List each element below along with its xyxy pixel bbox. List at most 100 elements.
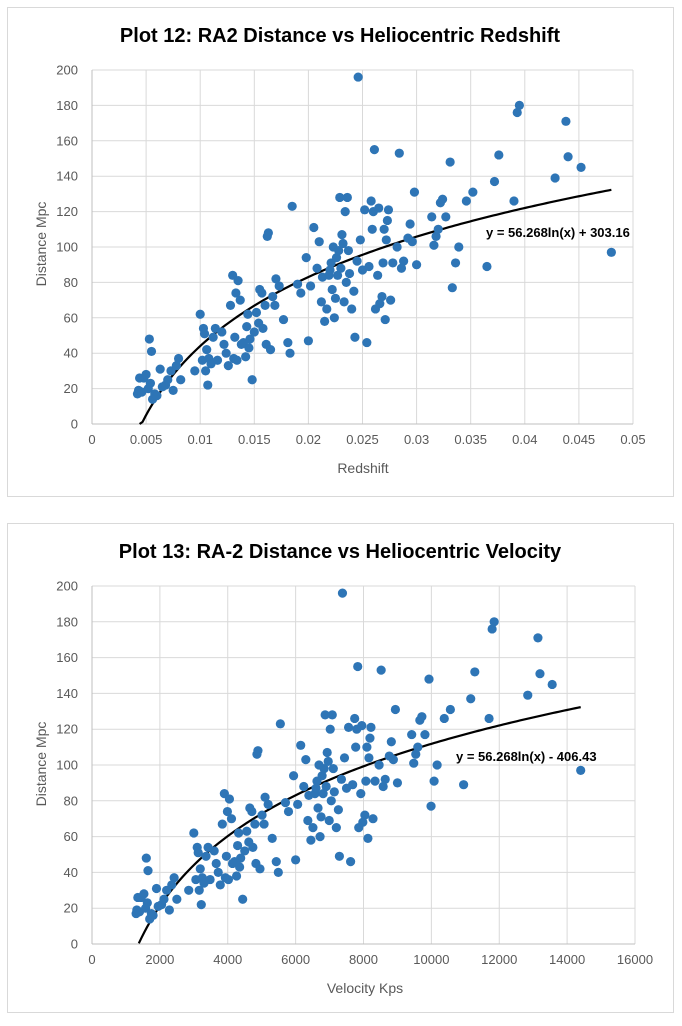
data-point — [221, 348, 231, 358]
data-point — [244, 343, 254, 353]
data-point — [380, 774, 390, 784]
data-point — [420, 729, 430, 740]
data-point — [248, 842, 258, 852]
data-point — [242, 322, 252, 332]
data-point — [364, 753, 374, 763]
data-point — [378, 258, 388, 268]
data-point — [357, 721, 367, 731]
data-point — [224, 794, 235, 804]
x-tick-label: 6000 — [281, 952, 310, 967]
data-point — [226, 814, 237, 824]
data-point — [321, 781, 331, 792]
data-point — [336, 263, 346, 273]
x-tick-label: 2000 — [145, 952, 174, 967]
data-point — [325, 724, 335, 734]
x-tick-label: 0 — [88, 952, 95, 967]
data-point — [320, 710, 330, 720]
data-point — [512, 107, 522, 118]
y-tick-label: 100 — [56, 240, 78, 255]
data-point — [280, 797, 291, 808]
data-point — [263, 799, 273, 809]
data-point — [337, 230, 347, 240]
data-point — [484, 713, 494, 724]
data-point — [275, 719, 285, 729]
trendline-equation: y = 56.268ln(x) - 406.43 — [456, 749, 597, 764]
data-point — [343, 245, 354, 256]
data-point — [392, 242, 402, 252]
data-point — [223, 874, 234, 885]
data-point — [247, 375, 257, 385]
data-point — [315, 832, 325, 842]
data-point — [409, 187, 420, 197]
y-tick-label: 120 — [56, 722, 78, 737]
data-point — [576, 162, 586, 172]
data-point — [208, 332, 218, 342]
data-point — [360, 205, 370, 215]
x-tick-label: 0.03 — [404, 432, 429, 447]
data-point — [257, 288, 267, 298]
data-point — [194, 885, 204, 895]
x-tick-label: 12000 — [481, 952, 517, 967]
data-point — [273, 867, 283, 877]
data-point — [606, 247, 616, 257]
y-tick-label: 60 — [64, 829, 78, 844]
y-tick-label: 200 — [56, 579, 78, 594]
data-point — [355, 235, 365, 245]
data-point — [217, 819, 227, 829]
x-tick-label: 0.025 — [346, 432, 379, 447]
data-point — [351, 742, 361, 752]
data-point — [251, 307, 262, 318]
data-point — [333, 805, 343, 815]
data-point — [426, 801, 436, 811]
x-axis-label: Velocity Kps — [327, 980, 403, 996]
data-point — [316, 812, 326, 822]
data-point — [190, 366, 200, 376]
data-point — [388, 755, 398, 765]
x-tick-label: 14000 — [549, 952, 585, 967]
y-tick-label: 80 — [64, 793, 78, 808]
data-point — [380, 314, 390, 325]
data-point — [417, 712, 427, 722]
y-tick-label: 80 — [64, 275, 78, 290]
data-point — [303, 815, 313, 826]
data-point — [489, 176, 500, 187]
data-point — [424, 674, 434, 684]
y-tick-label: 0 — [71, 937, 78, 952]
data-point — [287, 201, 297, 211]
data-point — [217, 327, 227, 337]
data-point — [319, 763, 329, 774]
x-tick-label: 0.005 — [130, 432, 163, 447]
data-point — [533, 633, 543, 643]
x-tick-label: 0.05 — [620, 432, 645, 447]
data-point — [271, 857, 281, 867]
data-point — [195, 864, 205, 874]
data-point — [427, 212, 437, 222]
y-tick-label: 40 — [64, 346, 78, 361]
data-point — [249, 327, 259, 337]
x-tick-label: 8000 — [349, 952, 378, 967]
data-point — [437, 194, 448, 204]
data-point — [364, 261, 374, 272]
y-tick-label: 120 — [56, 204, 78, 219]
data-point — [296, 740, 306, 750]
data-point — [205, 874, 215, 885]
data-point — [405, 219, 415, 229]
data-point — [255, 864, 265, 874]
x-tick-label: 0.015 — [238, 432, 271, 447]
y-axis-label: Distance Mpc — [33, 722, 49, 807]
data-point — [268, 291, 278, 302]
data-point — [283, 806, 294, 817]
data-point — [377, 291, 387, 302]
data-point — [343, 722, 354, 733]
data-point — [196, 900, 206, 910]
data-point — [374, 760, 384, 770]
data-point — [459, 780, 469, 790]
data-point — [327, 284, 337, 295]
data-point — [240, 846, 250, 856]
data-point — [258, 323, 268, 334]
data-point — [348, 780, 358, 790]
data-point — [388, 258, 398, 268]
data-point — [470, 667, 480, 677]
data-point — [394, 148, 404, 158]
data-point — [278, 314, 289, 325]
